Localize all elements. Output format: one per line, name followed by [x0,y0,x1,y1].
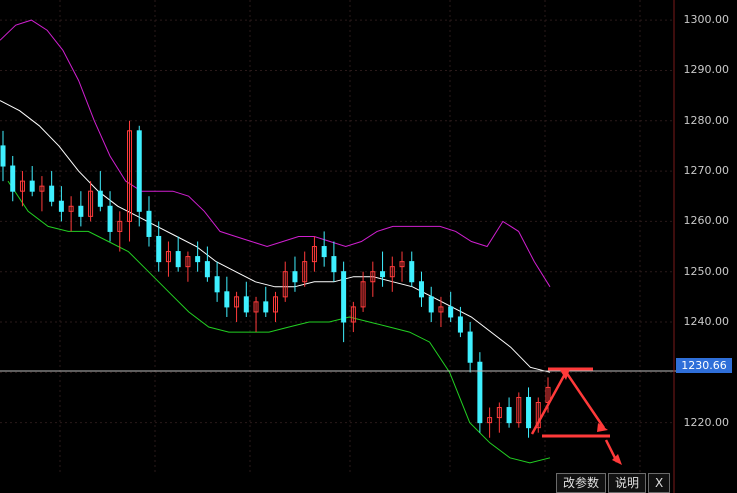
candle-body [58,200,64,212]
candle-body [127,130,133,222]
candle-body [136,130,142,212]
candle-body [88,190,94,217]
candle-body [418,281,424,298]
candle-body [243,296,249,313]
candle-body [302,261,308,283]
middle-band-line [0,100,551,373]
candle-body [341,271,347,323]
candle-body [506,407,512,424]
price-tick-label: 1260.00 [683,214,730,228]
candle-body [156,235,162,263]
candle-body [360,281,366,308]
candle-body [477,361,483,424]
candle-body [165,251,171,263]
price-tick-label: 1270.00 [683,164,730,178]
candle-body [263,301,269,313]
candle-body [68,205,74,212]
candle-body [389,266,395,278]
candle-body [321,246,327,258]
candle-body [311,246,317,263]
modify-params-button[interactable]: 改参数 [556,473,607,493]
candle-body [409,261,415,283]
bollinger-bands [0,19,551,464]
arrow-up-icon [560,369,570,380]
candle-body [117,220,123,232]
candle-body [487,417,493,424]
candle-body [234,296,240,308]
candle-body [273,296,278,313]
candle-body [428,296,434,313]
price-tick-label: 1220.00 [683,415,730,429]
candle-body [370,271,376,283]
trend-path [530,369,606,435]
price-tick-label: 1300.00 [683,13,730,27]
candle-body [146,210,152,237]
candle-body [204,261,210,278]
chart-grid [0,0,674,473]
upper-band-line [0,19,551,288]
candle-body [535,402,541,429]
indicator-toolbar: 改参数 说明 X [556,473,672,493]
candle-body [331,256,337,273]
candle-body [516,396,522,424]
candle-body [214,276,220,293]
candle-body [224,291,230,308]
candle-body [49,185,55,202]
candle-body [29,180,35,192]
candle-body [10,165,16,192]
price-tick-label: 1290.00 [683,63,730,77]
price-tick-label: 1250.00 [683,264,730,278]
candle-body [185,256,191,268]
current-price-tag: 1230.66 [676,358,732,373]
candle-body [19,180,25,192]
candle-body [195,256,201,263]
close-indicator-button[interactable]: X [648,473,671,493]
candle-body [526,396,532,429]
candle-body [282,271,288,298]
candle-body [175,251,181,268]
help-button[interactable]: 说明 [608,473,647,493]
candle-body [97,190,103,207]
candle-body [438,306,444,313]
candle-body [467,331,473,363]
candle-body [0,145,6,167]
candle-body [253,301,259,313]
candlesticks [0,120,551,438]
lower-band-line [7,180,551,464]
candle-body [448,306,454,318]
candle-body [350,306,356,323]
candle-body [457,316,463,333]
price-tick-label: 1280.00 [683,113,730,127]
arrow-down-icon [612,454,622,465]
price-tick-label: 1240.00 [683,315,730,328]
candle-body [399,261,405,268]
candle-body [380,271,386,278]
candle-body [39,185,45,192]
arrow-down-icon [597,423,608,432]
candle-body [107,205,113,232]
trend-annotation [530,367,622,465]
candle-body [292,271,298,283]
candle-body [496,407,502,419]
candle-body [78,205,84,217]
